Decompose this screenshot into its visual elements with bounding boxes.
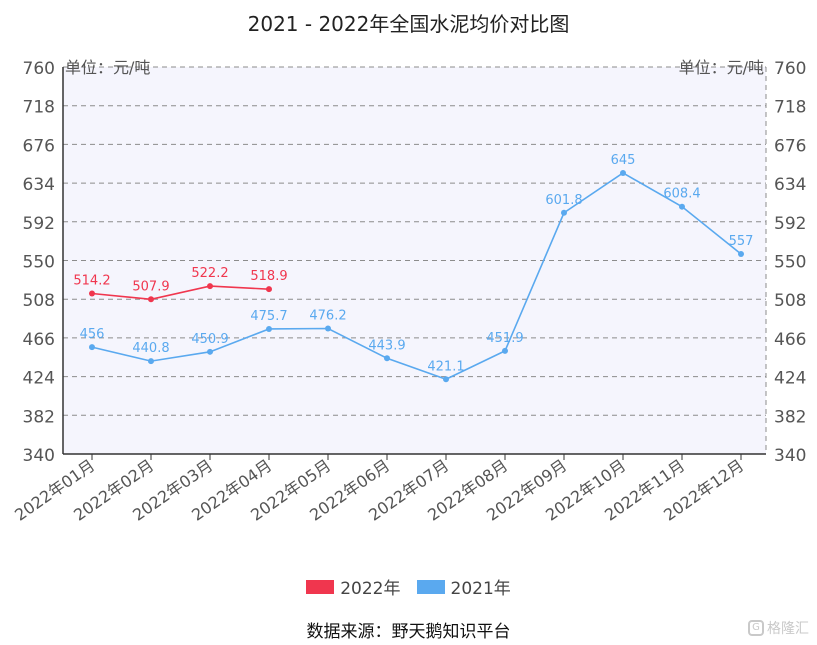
data-label: 475.7 bbox=[250, 309, 287, 324]
data-point bbox=[148, 358, 154, 365]
data-point bbox=[266, 286, 272, 293]
y-tick-label-right: 550 bbox=[774, 253, 806, 273]
legend-label-2021: 2021年 bbox=[450, 579, 511, 599]
data-label: 440.8 bbox=[132, 341, 169, 356]
legend-swatch-2022 bbox=[306, 579, 335, 594]
data-label: 443.9 bbox=[368, 338, 405, 353]
data-label: 557 bbox=[729, 234, 754, 249]
data-source: 数据来源：野天鹅知识平台 bbox=[306, 622, 511, 642]
y-tick-label-right: 340 bbox=[774, 446, 806, 466]
y-tick-label-right: 718 bbox=[774, 98, 806, 118]
y-tick-label-right: 634 bbox=[774, 175, 806, 195]
y-tick-label-left: 760 bbox=[23, 59, 55, 79]
y-tick-label-left: 508 bbox=[23, 291, 55, 311]
y-tick-label-right: 760 bbox=[774, 59, 806, 79]
y-tick-label-right: 508 bbox=[774, 291, 806, 311]
data-point bbox=[89, 290, 95, 297]
data-label: 507.9 bbox=[132, 279, 169, 294]
y-tick-label-left: 466 bbox=[23, 330, 55, 350]
data-label: 451.9 bbox=[486, 331, 523, 346]
line-chart: 340 340 382 382 424 424 466 466 508 508 550 550 592 5… bbox=[11, 58, 806, 525]
y-tick-label-right: 676 bbox=[774, 136, 806, 156]
data-point bbox=[148, 296, 154, 303]
data-point bbox=[207, 283, 213, 290]
watermark-logo-icon: G bbox=[748, 620, 764, 636]
series-line-1 bbox=[91, 172, 742, 381]
data-label: 456 bbox=[80, 327, 105, 342]
data-label: 476.2 bbox=[309, 309, 346, 324]
y-tick-label-left: 718 bbox=[23, 98, 55, 118]
data-point bbox=[738, 251, 744, 258]
unit-label-right: 单位：元/吨 bbox=[679, 58, 764, 77]
data-point bbox=[679, 203, 685, 210]
y-tick-label-left: 676 bbox=[23, 136, 55, 156]
watermark: G 格隆汇 bbox=[748, 618, 809, 638]
y-tick-label-left: 634 bbox=[23, 175, 55, 195]
y-tick-label-left: 382 bbox=[23, 407, 55, 427]
legend-item-2022[interactable]: 2022年 bbox=[306, 574, 401, 599]
data-point bbox=[561, 209, 567, 216]
data-point bbox=[620, 169, 626, 176]
legend-swatch-2021 bbox=[416, 579, 445, 594]
data-label: 601.8 bbox=[545, 193, 582, 208]
legend-item-2021[interactable]: 2021年 bbox=[416, 574, 511, 599]
legend: 2022年 2021年 bbox=[0, 574, 817, 599]
y-tick-label-left: 340 bbox=[23, 446, 55, 466]
data-label: 450.9 bbox=[191, 332, 228, 347]
data-point bbox=[384, 355, 390, 362]
data-label: 522.2 bbox=[191, 266, 228, 281]
legend-label-2022: 2022年 bbox=[340, 579, 401, 599]
data-point bbox=[325, 325, 331, 332]
watermark-text: 格隆汇 bbox=[767, 621, 809, 637]
data-point bbox=[443, 376, 449, 383]
series-line-0 bbox=[91, 285, 270, 301]
unit-label-left: 单位：元/吨 bbox=[65, 58, 150, 77]
data-point bbox=[502, 347, 508, 354]
data-label: 518.9 bbox=[250, 269, 287, 284]
data-label: 608.4 bbox=[663, 187, 700, 202]
y-tick-label-left: 550 bbox=[23, 253, 55, 273]
data-point bbox=[266, 325, 272, 332]
data-point bbox=[89, 344, 95, 351]
chart-title: 2021 - 2022年全国水泥均价对比图 bbox=[247, 12, 570, 36]
data-point bbox=[207, 348, 213, 355]
data-label: 645 bbox=[611, 153, 636, 168]
y-tick-label-right: 382 bbox=[774, 407, 806, 427]
y-tick-label-left: 592 bbox=[23, 214, 55, 234]
data-label: 514.2 bbox=[73, 273, 110, 288]
data-label: 421.1 bbox=[427, 359, 464, 374]
y-tick-label-right: 466 bbox=[774, 330, 806, 350]
y-tick-label-right: 424 bbox=[774, 369, 806, 389]
y-tick-label-right: 592 bbox=[774, 214, 806, 234]
y-tick-label-left: 424 bbox=[23, 369, 55, 389]
